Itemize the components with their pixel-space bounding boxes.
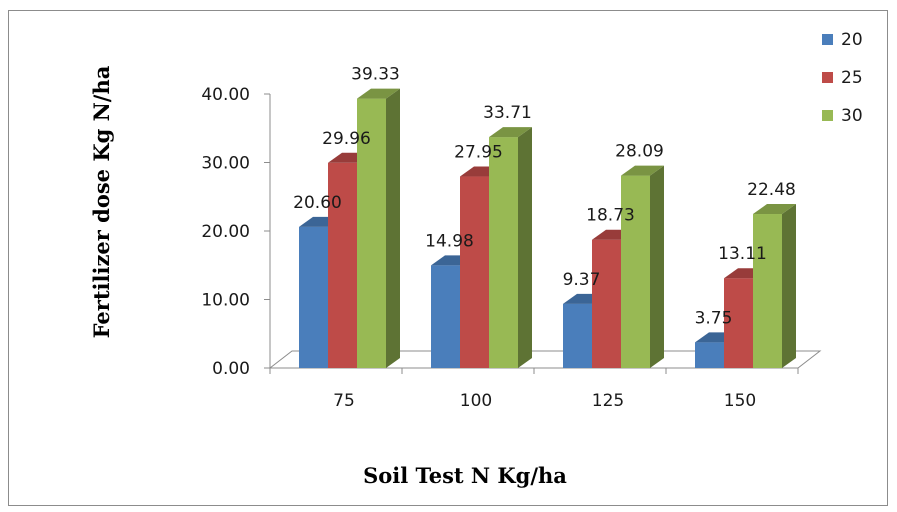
data-label: 22.48	[747, 180, 796, 200]
bar-front	[724, 278, 753, 368]
bar-top	[357, 88, 400, 99]
x-tick-label: 75	[333, 391, 355, 411]
legend-swatch	[822, 34, 833, 45]
data-label: 9.37	[563, 270, 601, 290]
bar-side	[518, 127, 532, 368]
bar-front	[460, 176, 489, 368]
legend-entry: 25	[822, 68, 863, 88]
data-label: 13.11	[718, 244, 767, 264]
data-label: 28.09	[615, 142, 664, 162]
data-label: 18.73	[586, 206, 635, 226]
y-tick-label: 10.00	[201, 291, 250, 311]
bar-front	[328, 162, 357, 368]
y-tick-label: 20.00	[201, 222, 250, 242]
x-tick-label: 125	[592, 391, 624, 411]
data-label: 20.60	[293, 193, 342, 213]
axes: 0.00 10.00 20.00 30.00 40.00 75 100 125 150	[201, 85, 799, 411]
legend-swatch	[822, 110, 833, 121]
bar	[563, 293, 606, 368]
legend-entry: 20	[822, 30, 863, 50]
bar-top	[489, 127, 532, 138]
legend-label: 20	[841, 30, 863, 50]
y-axis-title: Fertilizer dose Kg N/ha	[89, 65, 114, 338]
bar-top	[621, 165, 664, 176]
bar	[621, 165, 664, 368]
legend-entry: 30	[822, 106, 863, 126]
bar-front	[592, 239, 621, 368]
bar-front	[621, 175, 650, 368]
bars	[299, 88, 796, 368]
data-label: 27.95	[454, 143, 503, 163]
data-label: 39.33	[351, 65, 400, 85]
data-label: 33.71	[483, 103, 532, 123]
bar	[753, 204, 796, 368]
data-label: 14.98	[425, 231, 474, 251]
y-tick-label: 30.00	[201, 154, 250, 174]
legend-swatch	[822, 72, 833, 83]
y-tick-label: 0.00	[212, 359, 250, 379]
bar	[357, 88, 400, 368]
x-tick-label: 100	[460, 391, 492, 411]
bar-side	[650, 165, 664, 368]
bar-side	[386, 88, 400, 368]
bar-front	[489, 137, 518, 368]
bar-front	[563, 303, 592, 368]
data-labels: 20.60 29.96 39.33 14.98 27.95 33.71 9.37 18.73 2…	[293, 65, 796, 329]
bar-front	[299, 226, 328, 368]
legend-label: 25	[841, 68, 863, 88]
bar	[489, 127, 532, 368]
legend-label: 30	[841, 106, 863, 126]
bar-front	[753, 214, 782, 368]
data-label: 3.75	[695, 308, 733, 328]
bar-side	[782, 204, 796, 368]
x-axis-title: Soil Test N Kg/ha	[363, 463, 567, 488]
bar-top	[753, 204, 796, 215]
data-label: 29.96	[322, 129, 371, 149]
legend: 20 25 30	[822, 30, 863, 126]
bar-front	[695, 342, 724, 368]
bar-front	[431, 265, 460, 368]
bar-front	[357, 98, 386, 368]
y-tick-label: 40.00	[201, 85, 250, 105]
x-tick-label: 150	[724, 391, 756, 411]
